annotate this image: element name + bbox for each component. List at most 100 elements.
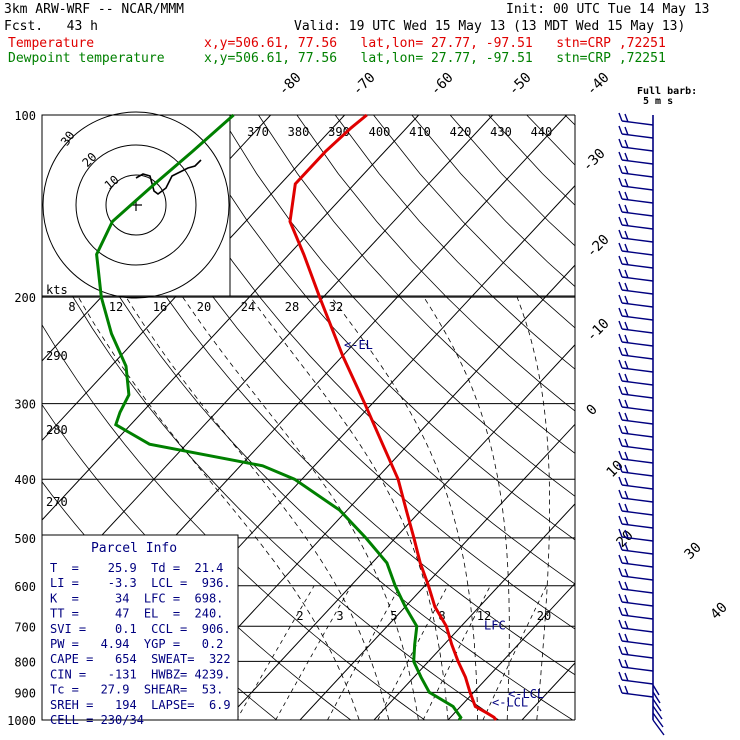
dry-adiabat-line [143, 115, 575, 585]
wind-barb [618, 112, 654, 126]
wind-barb [652, 719, 665, 736]
isotherm-label: 30 [682, 540, 705, 563]
wind-barb [652, 712, 664, 728]
isotherm-label: -60 [428, 70, 457, 99]
pressure-tick-label: 700 [14, 620, 36, 634]
hodograph-speed-label: 20 [197, 300, 211, 314]
temperature-profile [288, 113, 498, 721]
pressure-tick-label: 600 [14, 580, 36, 594]
mixing-ratio-label: 2 [296, 609, 303, 623]
isotherm-label: -80 [276, 70, 305, 99]
wind-barb [652, 705, 663, 720]
hodograph-ring [75, 144, 197, 266]
wind-barb [618, 515, 654, 529]
dry-adiabat-line [373, 115, 575, 329]
isotherm-line [447, 582, 575, 720]
hodograph-unit-label: kts [46, 283, 68, 297]
level-marker-label: <-LCL [508, 687, 544, 701]
isotherm-line [42, 115, 346, 442]
theta-label: 420 [450, 125, 472, 139]
hodograph-speed-label: 16 [153, 300, 167, 314]
mixing-ratio-label: 12 [477, 609, 491, 623]
mixing-ratio-line [327, 585, 401, 720]
dry-adiabat-line [296, 115, 575, 412]
isotherm-line [225, 343, 575, 720]
wind-barb [618, 645, 654, 659]
hodograph-speed-label: 32 [329, 300, 343, 314]
wind-barb [618, 593, 654, 607]
theta-label: 440 [531, 125, 553, 139]
wind-barb [618, 281, 654, 295]
wind-barb [618, 632, 654, 646]
parcel-info-row: LI = -3.3 LCL = 936. [50, 576, 231, 590]
wind-barb [618, 125, 654, 139]
parcel-info-row: TT = 47 EL = 240. [50, 607, 223, 621]
moist-adiabat-line [516, 296, 550, 720]
isotherm-label: 10 [604, 458, 627, 481]
isotherm-line [373, 503, 575, 720]
wind-barb [618, 606, 654, 620]
wind-barb [618, 437, 654, 451]
dry-adiabat-line [258, 115, 575, 454]
parcel-info-row: CELL = 230/34 [50, 713, 144, 727]
dewpoint-profile [95, 113, 463, 721]
moist-adiabat-line [78, 296, 360, 720]
wind-barb [618, 151, 654, 165]
isotherm-label: -30 [580, 146, 609, 175]
dry-adiabat-line [219, 115, 575, 497]
wind-barb [618, 567, 654, 581]
wind-barb [618, 138, 654, 152]
hodograph-speed-label: 28 [285, 300, 299, 314]
hodograph-ring-label: 30 [58, 128, 78, 148]
isotherm-line [151, 264, 575, 720]
dry-adiabat-line [181, 115, 575, 541]
wind-barb [618, 580, 654, 594]
parcel-info-row: CAPE = 654 SWEAT= 322 [50, 652, 231, 666]
pressure-tick-label: 100 [14, 109, 36, 123]
mixing-ratio-label: 3 [336, 609, 343, 623]
wind-barb [618, 671, 654, 685]
wind-barb [618, 255, 654, 269]
wind-barb [618, 684, 654, 698]
legend-temperature: Temperature [8, 36, 95, 51]
legend-dewpoint: Dewpoint temperature [8, 51, 165, 66]
wind-barb [618, 554, 654, 568]
wind-barb [618, 346, 654, 360]
hodograph-speed-label: 8 [68, 300, 75, 314]
wind-barb [618, 229, 654, 243]
wind-barb [618, 333, 654, 347]
wind-barb [618, 528, 654, 542]
moist-adiabat-line [331, 296, 479, 720]
dry-adiabat-line [411, 115, 575, 288]
parcel-info-row: Tc = 27.9 SHEAR= 53. [50, 683, 223, 697]
wind-barb [618, 307, 654, 321]
dry-adiabat-line [42, 146, 574, 720]
wind-barb [618, 359, 654, 373]
wind-barb [618, 177, 654, 191]
legend-temperature-location: x,y=506.61, 77.56 lat,lon= 27.77, -97.51… [204, 36, 666, 51]
isotherm-label: -50 [506, 70, 535, 99]
dry-adiabat-line [334, 115, 575, 370]
model-title: 3km ARW-WRF -- NCAR/MMM [4, 2, 185, 17]
mixing-ratio-line [275, 585, 352, 720]
pressure-tick-label: 800 [14, 655, 36, 669]
hodograph-speed-label: 24 [241, 300, 255, 314]
wind-barb [652, 684, 660, 696]
dry-adiabat-line [488, 115, 575, 206]
level-marker-label: <-EL [344, 338, 373, 352]
theta-label: 370 [247, 125, 269, 139]
level-marker-label: <-LCL [492, 696, 528, 710]
dry-adiabat-line [42, 239, 500, 720]
wind-barb [618, 294, 654, 308]
wind-barb [618, 489, 654, 503]
barb-legend-unit: 5 m s [643, 96, 673, 107]
wind-barb [618, 463, 654, 477]
dry-adiabat-line [104, 115, 575, 630]
wind-barb [618, 398, 654, 412]
theta-label: 400 [369, 125, 391, 139]
parcel-info-title: Parcel Info [91, 541, 177, 556]
hodograph-trace [135, 159, 202, 195]
wind-barb [618, 190, 654, 204]
barb-legend-title: Full barb: [637, 86, 697, 97]
